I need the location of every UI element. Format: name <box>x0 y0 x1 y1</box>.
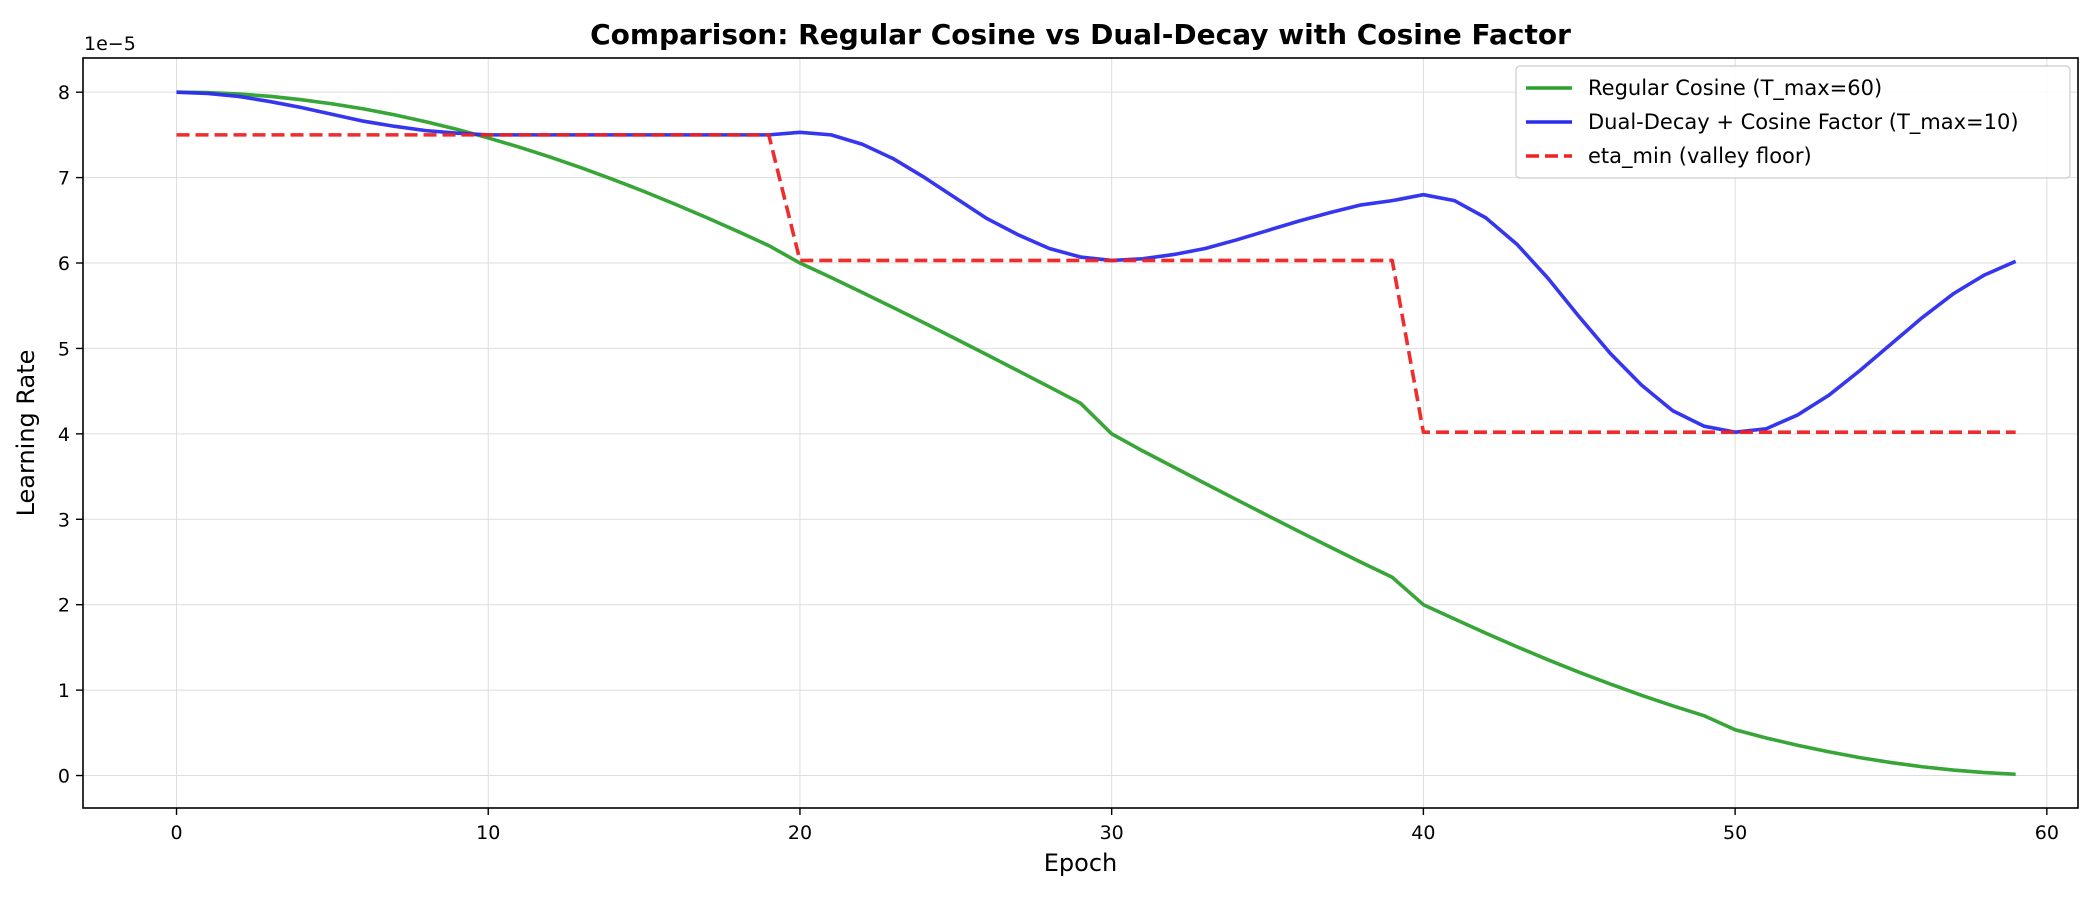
x-tick-label: 60 <box>2035 822 2059 844</box>
y-tick-label: 8 <box>58 82 70 104</box>
y-tick-label: 5 <box>58 338 70 360</box>
x-tick-label: 30 <box>1100 822 1124 844</box>
x-tick-label: 20 <box>788 822 812 844</box>
series-line-3 <box>176 133 2016 434</box>
grid <box>83 58 2078 808</box>
y-tick-label: 3 <box>58 509 70 531</box>
x-ticks: 0 10 20 30 40 50 60 <box>170 808 2059 844</box>
legend-box <box>1515 65 2071 179</box>
legend: Regular Cosine (T_max=60) Dual-Decay + Co… <box>1515 65 2071 179</box>
axes-frame <box>82 57 2079 809</box>
x-tick-label: 0 <box>170 822 182 844</box>
chart-title: Comparison: Regular Cosine vs Dual-Decay… <box>590 18 1571 51</box>
y-tick-label: 6 <box>58 253 70 275</box>
legend-label: Dual-Decay + Cosine Factor (T_max=10) <box>1588 110 2019 135</box>
series-group <box>176 90 2017 777</box>
y-tick-label: 0 <box>58 766 70 788</box>
y-tick-label: 1 <box>58 680 70 702</box>
y-tick-label: 2 <box>58 595 70 617</box>
legend-label: Regular Cosine (T_max=60) <box>1588 76 1882 101</box>
y-axis-label: Learning Rate <box>12 350 40 517</box>
x-axis-label: Epoch <box>1044 849 1118 877</box>
y-tick-label: 7 <box>58 168 70 190</box>
y-axis-offset-label: 1e−5 <box>84 33 136 55</box>
x-tick-label: 40 <box>1411 822 1435 844</box>
legend-label: eta_min (valley floor) <box>1588 144 1812 169</box>
y-ticks: 0 1 2 3 4 5 6 7 8 <box>58 82 83 788</box>
x-tick-label: 50 <box>1723 822 1747 844</box>
x-tick-label: 10 <box>476 822 500 844</box>
y-tick-label: 4 <box>58 424 70 446</box>
